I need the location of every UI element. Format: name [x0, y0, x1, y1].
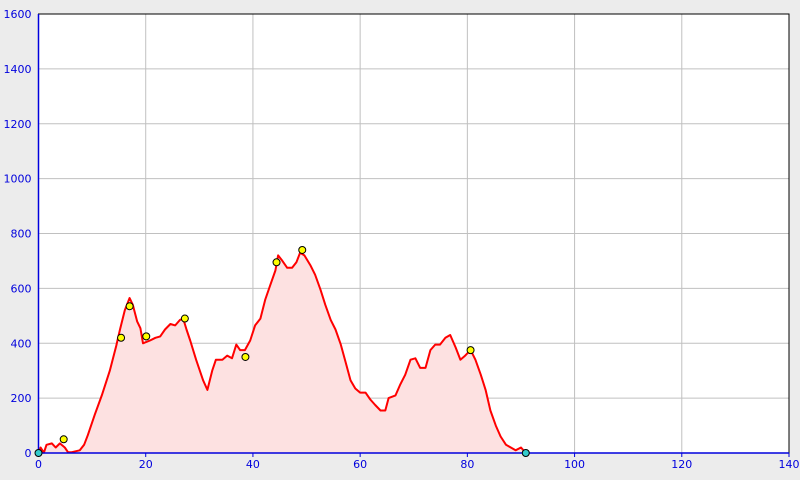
- y-tick-label: 1600: [4, 8, 32, 21]
- x-tick-label: 60: [353, 458, 367, 471]
- waypoint-marker: [466, 346, 475, 355]
- waypoint-marker: [117, 333, 126, 342]
- waypoint-marker: [59, 435, 68, 444]
- x-tick-label: 100: [564, 458, 585, 471]
- elevation-fill: [38, 252, 526, 453]
- waypoint-marker: [142, 332, 151, 341]
- y-tick-label: 0: [25, 447, 32, 460]
- y-tick-label: 1400: [4, 63, 32, 76]
- waypoint-marker: [272, 258, 281, 267]
- waypoint-marker: [125, 302, 134, 311]
- x-tick-label: 20: [139, 458, 153, 471]
- y-tick-label: 1000: [4, 173, 32, 186]
- x-tick-label: 140: [779, 458, 800, 471]
- x-tick-label: 0: [35, 458, 42, 471]
- x-tick-label: 120: [671, 458, 692, 471]
- endpoint-marker: [521, 449, 530, 457]
- x-tick-label: 40: [246, 458, 260, 471]
- y-tick-label: 200: [11, 392, 32, 405]
- y-tick-label: 800: [11, 228, 32, 241]
- y-tick-label: 600: [11, 282, 32, 295]
- waypoint-marker: [180, 314, 189, 323]
- x-tick-label: 80: [460, 458, 474, 471]
- endpoint-marker: [34, 449, 43, 457]
- waypoint-marker: [241, 352, 250, 361]
- waypoint-marker: [298, 245, 307, 254]
- y-tick-label: 1200: [4, 118, 32, 131]
- y-tick-label: 400: [11, 337, 32, 350]
